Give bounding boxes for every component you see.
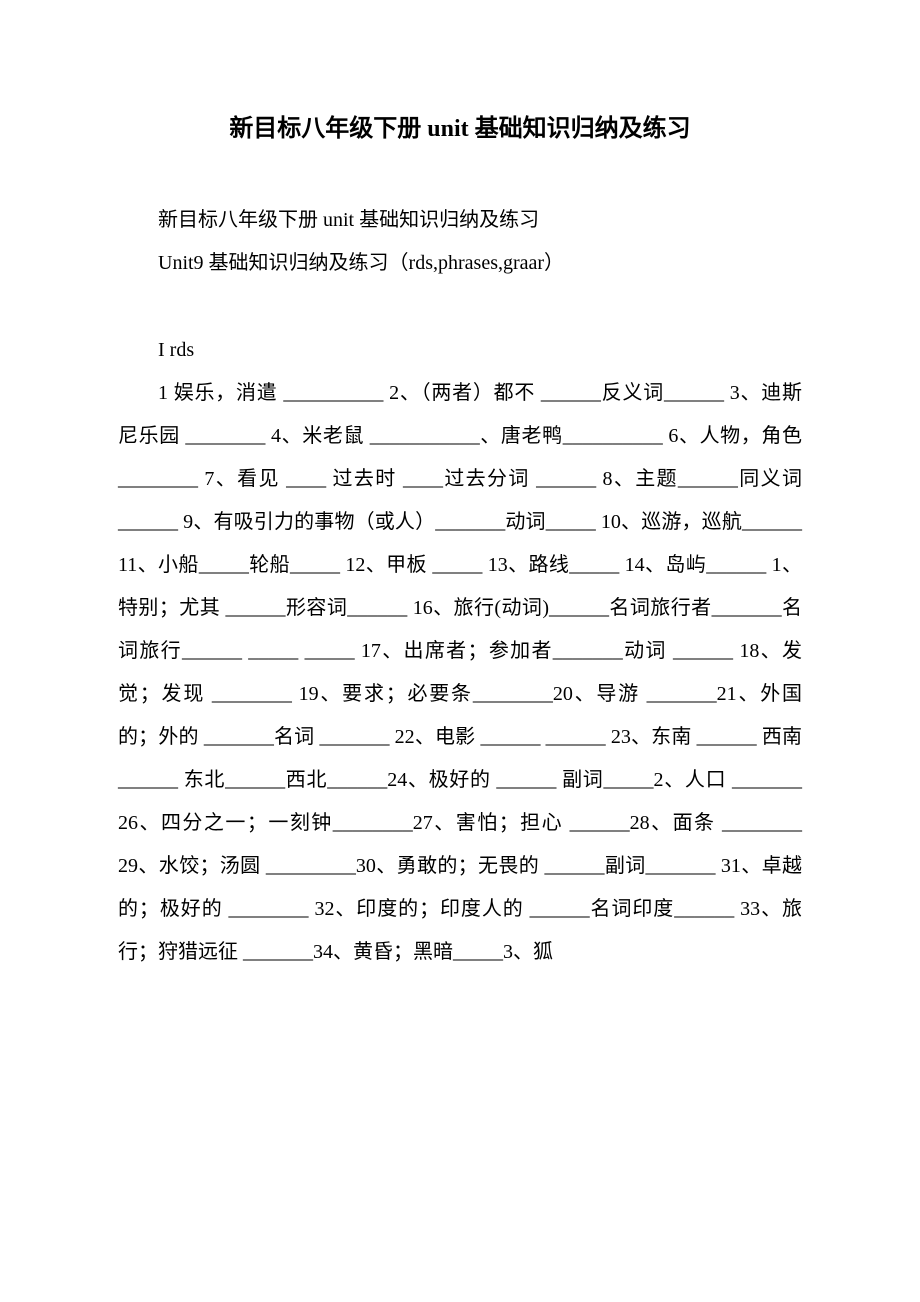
exercise-text: 1 娱乐，消遣 __________ 2、（两者）都不 ______反义词___…: [118, 382, 802, 963]
intro-line-1: 新目标八年级下册 unit 基础知识归纳及练习: [118, 199, 802, 242]
section-header: I rds: [118, 329, 802, 372]
intro-line-2: Unit9 基础知识归纳及练习（rds,phrases,graar）: [118, 242, 802, 285]
page-title: 新目标八年级下册 unit 基础知识归纳及练习: [118, 108, 802, 143]
exercise-body: 1 娱乐，消遣 __________ 2、（两者）都不 ______反义词___…: [118, 372, 802, 974]
intro-block: 新目标八年级下册 unit 基础知识归纳及练习 Unit9 基础知识归纳及练习（…: [118, 199, 802, 285]
